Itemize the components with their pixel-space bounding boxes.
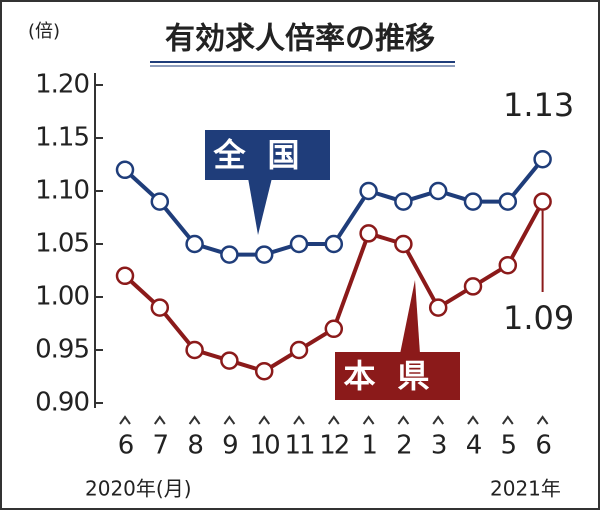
x-tick-label: 6 [535,431,550,461]
y-tick-label: 0.95 [35,335,89,365]
data-point [463,277,483,296]
x-tick [119,415,131,425]
data-point [498,255,518,275]
data-point [324,234,344,254]
data-point [359,224,378,243]
data-point [150,192,170,211]
y-tick-label: 1.00 [35,282,89,312]
data-point [394,192,413,211]
y-tick-label: 1.10 [35,176,89,206]
data-point [220,351,239,370]
legend-label: 本県 [343,357,451,395]
y-tick-label: 1.05 [35,229,89,259]
x-tick [153,415,166,425]
x-tick-label: 4 [466,431,482,461]
data-point [254,361,274,381]
y-tick-label: 0.90 [35,388,89,418]
x-tick [501,415,514,425]
x-tick-label: 3 [431,431,446,461]
x-tick [536,415,549,425]
legend-pointer [400,280,420,354]
x-tick-label: 6 [118,431,133,461]
data-point [463,192,483,211]
data-point [289,234,309,254]
year-label: 2021年 [490,477,561,501]
x-tick-label: 1 [361,431,376,461]
data-point [115,266,135,286]
x-tick [327,415,340,425]
legend-box [205,130,330,180]
data-point [150,298,170,317]
data-point [394,234,413,254]
legend-box [335,352,460,400]
x-tick [258,415,271,425]
x-tick-label: 9 [222,431,237,461]
y-unit: (倍) [28,21,60,42]
x-tick [188,415,201,425]
data-label: 1.09 [503,299,574,337]
data-point [254,245,274,264]
legend-pointer [248,178,272,235]
x-tick-label: 12 [319,431,348,461]
data-point [185,340,204,360]
year-label: 2020年(月) [85,477,192,501]
x-tick-label: 2 [396,431,411,461]
data-point [185,234,204,254]
y-tick-label: 1.20 [35,70,89,100]
legend-label: 全国 [212,136,321,174]
x-tick-label: 7 [153,431,168,461]
y-tick-label: 1.15 [35,123,89,153]
x-tick-label: 5 [501,431,516,461]
data-point [498,192,518,211]
x-tick [223,415,236,425]
data-point [324,319,344,339]
data-point [533,192,552,211]
data-point [220,245,239,264]
data-point [359,181,378,201]
x-tick [467,415,479,425]
data-point [533,149,552,169]
data-label: 1.13 [503,86,574,124]
data-point [428,181,448,201]
x-tick-label: 10 [250,431,280,461]
chart-title: 有効求人倍率の推移 [165,22,435,57]
x-tick [397,415,410,425]
x-tick [362,415,375,425]
data-point [428,298,448,317]
data-point [115,160,135,180]
x-tick-label: 11 [284,431,314,461]
x-tick-label: 8 [187,431,202,461]
x-tick [293,415,305,425]
x-tick [432,415,445,425]
data-point [289,340,309,360]
